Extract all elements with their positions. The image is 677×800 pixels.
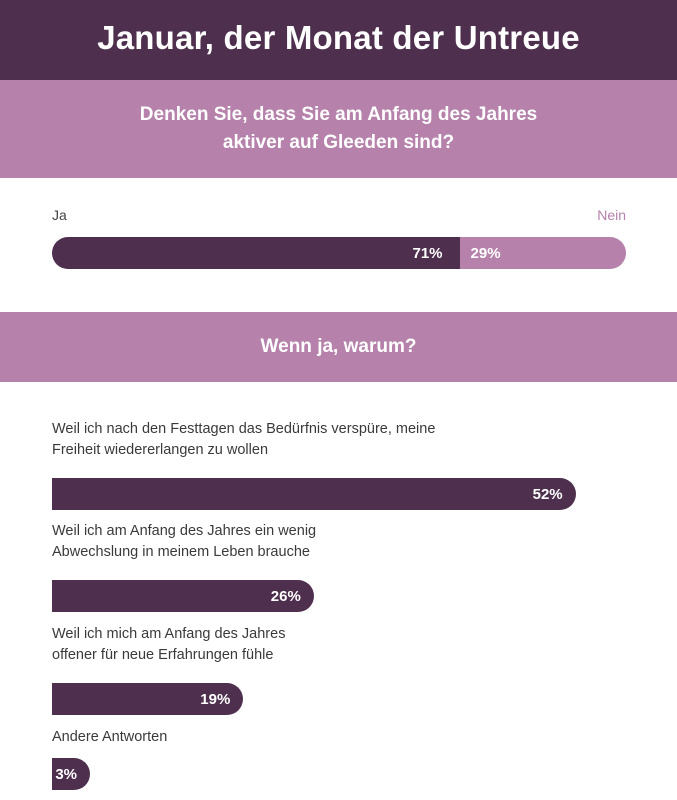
reason-value-label: 3%: [55, 765, 77, 783]
reason-item: Weil ich am Anfang des Jahres ein wenig …: [52, 521, 626, 612]
yes-value-label: 71%: [412, 244, 443, 262]
question-2-text: Wenn ja, warum?: [260, 336, 417, 357]
question-1-header: Denken Sie, dass Sie am Anfang des Jahre…: [0, 80, 677, 178]
no-segment: 29%: [459, 237, 626, 269]
reason-item: Weil ich mich am Anfang des Jahres offen…: [52, 624, 626, 715]
yes-segment: 71%: [52, 237, 460, 269]
reason-label: Weil ich am Anfang des Jahres ein wenig …: [52, 523, 317, 560]
page-title: Januar, der Monat der Untreue: [0, 0, 677, 80]
reason-label: Andere Antworten: [52, 729, 168, 745]
reason-bar: 3%: [52, 758, 90, 790]
reason-value-label: 52%: [532, 485, 563, 503]
reason-bar: 52%: [52, 478, 576, 510]
reason-item: Andere Antworten 3%: [52, 727, 626, 790]
no-label: Nein: [597, 207, 626, 223]
no-value-label: 29%: [470, 244, 501, 262]
reason-bar: 26%: [52, 580, 314, 612]
reason-value-label: 19%: [200, 690, 231, 708]
reason-item: Weil ich nach den Festtagen das Bedürfni…: [52, 419, 626, 510]
yes-no-split-bar: 71% 29%: [52, 237, 626, 269]
reason-label: Weil ich nach den Festtagen das Bedürfni…: [52, 421, 436, 458]
question-1-text: Denken Sie, dass Sie am Anfang des Jahre…: [139, 104, 538, 153]
reason-value-label: 26%: [270, 587, 301, 605]
reason-label: Weil ich mich am Anfang des Jahres offen…: [52, 626, 286, 663]
question-2-header: Wenn ja, warum?: [0, 312, 677, 382]
yes-label: Ja: [52, 207, 67, 223]
reason-bar: 19%: [52, 683, 244, 715]
